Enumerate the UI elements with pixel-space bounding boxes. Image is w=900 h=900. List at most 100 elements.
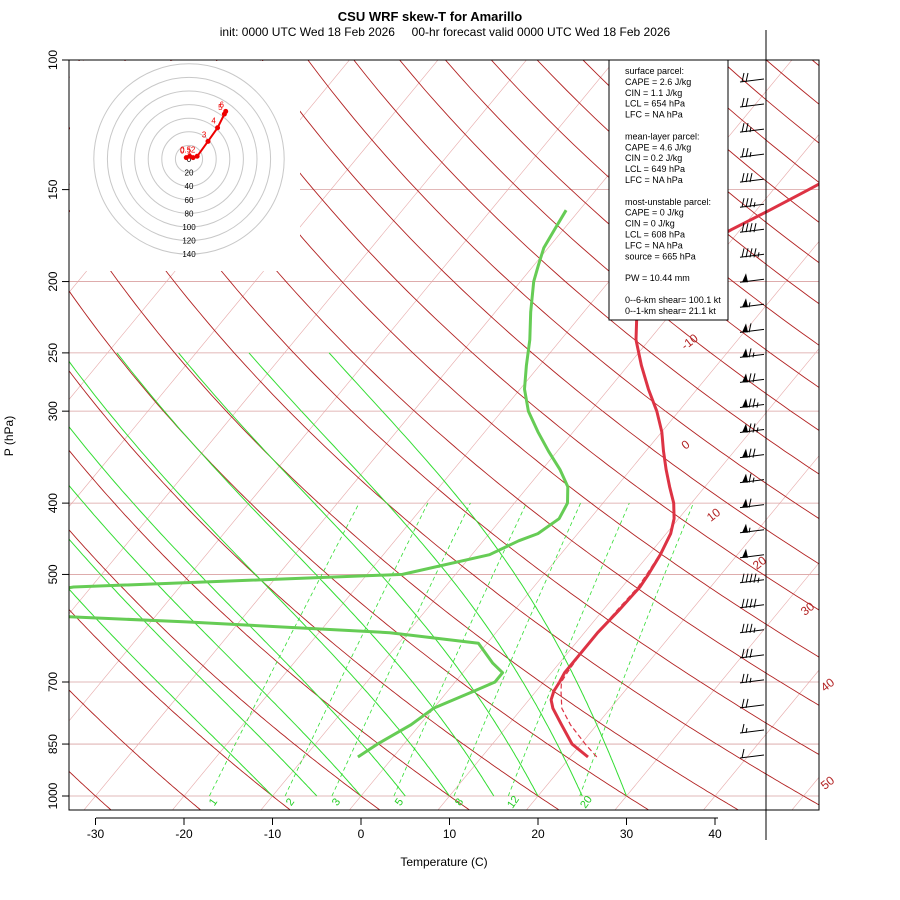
temperature-trace	[549, 182, 819, 759]
hodograph-ring	[147, 117, 231, 201]
barb-pennant	[742, 398, 748, 408]
hodograph-point	[190, 155, 196, 161]
wind-barb	[739, 373, 765, 383]
hodograph-point	[223, 108, 229, 114]
barb-flag	[741, 147, 745, 158]
barb-staff	[739, 178, 765, 183]
hodograph-background	[70, 61, 300, 271]
wind-barb	[739, 623, 765, 634]
barb-staff	[739, 579, 765, 584]
barb-half-flag	[749, 152, 752, 158]
mixing-ratio-line	[453, 502, 581, 797]
barb-half-flag	[748, 527, 751, 533]
barb-flag	[741, 122, 745, 133]
barb-flag	[745, 248, 749, 258]
barb-flag	[741, 673, 745, 684]
dewpoint-trace	[69, 209, 570, 759]
hodograph-point	[215, 125, 221, 131]
barb-flag	[748, 323, 752, 333]
barb-flag	[741, 573, 745, 583]
hodograph-ring	[161, 131, 217, 187]
mixing-ratio-label: 1	[207, 796, 220, 808]
barb-flag	[752, 423, 756, 433]
legend-line: PW = 10.44 mm	[625, 273, 690, 283]
barb-staff	[739, 78, 765, 83]
isotherm-label: 10	[704, 505, 723, 524]
moist-adiabat	[69, 588, 273, 797]
barb-flag	[745, 698, 749, 709]
dry-adiabat	[78, 60, 819, 756]
legend-line: most-unstable parcel:	[625, 197, 711, 207]
x-tick-label: -30	[87, 827, 105, 841]
legend-line: CAPE = 0 J/kg	[625, 208, 684, 218]
dry-adiabat	[765, 60, 819, 105]
barb-staff	[739, 654, 765, 659]
hodograph-ring-label: 20	[185, 169, 194, 178]
barb-flag	[741, 72, 745, 83]
dry-adiabat	[69, 290, 650, 810]
y-tick-label: 300	[46, 401, 60, 421]
axis-layer: -30 -20 -10 0 10 20 30 401001502002503004005007…	[46, 30, 837, 841]
x-tick-label: -10	[264, 827, 282, 841]
barb-flag	[745, 573, 749, 583]
wind-barb	[739, 548, 765, 559]
barb-half-flag	[745, 727, 748, 734]
hodograph-height-label: 0	[180, 147, 185, 156]
hodograph-ring	[134, 104, 244, 214]
mixing-ratio-line	[284, 502, 429, 797]
moist-adiabat	[178, 352, 539, 797]
barb-staff	[739, 704, 765, 709]
dry-adiabat	[719, 60, 819, 144]
barb-flag	[745, 172, 749, 183]
barb-flag	[745, 223, 749, 233]
wind-barb	[739, 248, 765, 258]
mixing-ratio-line	[209, 502, 360, 797]
wind-barb	[739, 698, 765, 709]
hodograph-height-label: 2	[191, 145, 196, 154]
wind-barb	[739, 673, 765, 684]
wind-barb	[739, 423, 765, 433]
barb-flag	[748, 498, 752, 508]
barb-flag	[745, 72, 749, 83]
barb-flag	[749, 172, 753, 183]
isotherm-label: 0	[679, 437, 693, 452]
y-tick-label: 500	[46, 564, 60, 584]
wind-barb	[739, 122, 765, 133]
legend-line: LCL = 649 hPa	[625, 164, 685, 174]
y-tick-label: 700	[46, 672, 60, 692]
barb-flag	[749, 223, 753, 233]
barb-pennant	[742, 548, 748, 558]
y-tick-label: 200	[46, 271, 60, 291]
barb-flag	[753, 223, 757, 233]
hodograph-ring-label: 120	[182, 237, 196, 246]
hodograph-ring-label: 100	[182, 223, 196, 232]
hodograph-ring	[106, 76, 272, 242]
dry-adiabat	[69, 689, 202, 810]
legend-line: LFC = NA hPa	[625, 240, 683, 250]
barb-flag	[745, 673, 749, 684]
barb-flag	[748, 348, 752, 358]
barb-staff	[739, 153, 765, 158]
moist-adiabat	[69, 425, 406, 797]
chart-title: CSU WRF skew-T for Amarillo	[338, 9, 522, 24]
barb-staff	[739, 604, 765, 609]
wind-barb	[739, 573, 765, 584]
legend-box	[608, 59, 729, 321]
wind-barb	[739, 298, 765, 308]
wind-barb	[739, 223, 765, 233]
x-axis-title: Temperature (C)	[400, 855, 487, 869]
legend-line: CIN = 1.1 J/kg	[625, 88, 682, 98]
barb-half-flag	[749, 127, 752, 133]
isotherm	[260, 133, 819, 810]
barb-flag	[741, 723, 745, 734]
mixing-ratio-label: 8	[453, 796, 466, 808]
moist-adiabat	[116, 352, 495, 797]
legend-line: CAPE = 2.6 J/kg	[625, 77, 691, 87]
barb-flag	[748, 423, 752, 433]
barb-staff	[739, 253, 765, 258]
wind-barb	[739, 72, 765, 83]
legend-line: CIN = 0.2 J/kg	[625, 153, 682, 163]
barb-flag	[748, 398, 752, 408]
